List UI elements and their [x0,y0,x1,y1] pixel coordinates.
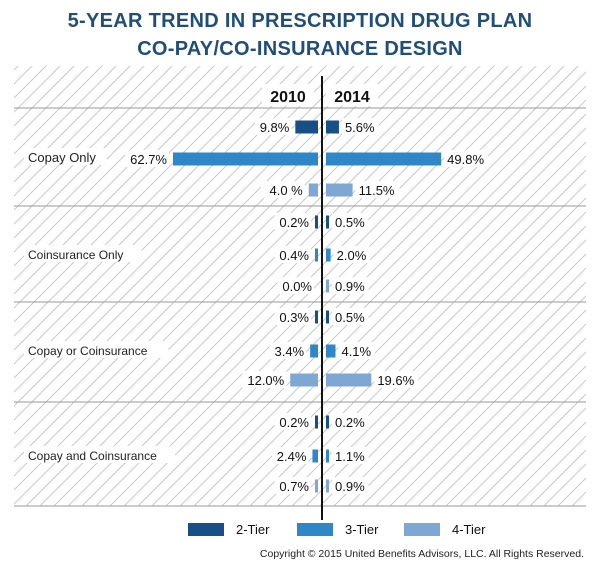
value-label-2010: 0.3% [279,310,309,325]
value-label-2010: 3.4% [274,344,304,359]
value-label-2014: 0.9% [335,479,365,494]
value-label-plate [277,277,314,294]
bar-2014-4-tier [326,479,329,493]
bar-2010-2-tier [295,120,318,134]
value-label-plate [332,277,369,294]
value-label-2014: 2.0% [337,248,367,263]
legend-swatch-3-tier [297,523,333,536]
value-label-plate [444,150,489,167]
value-label-2010: 12.0% [247,373,284,388]
value-label-plate [272,447,309,464]
group-label: Copay or Coinsurance [28,344,148,358]
value-label-2014: 19.6% [377,373,414,388]
legend-label: 2-Tier [236,522,270,537]
copyright-notice: Copyright © 2015 United Benefits Advisor… [259,548,584,560]
value-label-plate [338,342,375,359]
bar-2010-2-tier [315,310,318,324]
legend-label: 4-Tier [452,522,486,537]
bar-2014-2-tier [326,120,339,134]
value-label-plate [341,118,379,135]
value-label-2010: 0.4% [279,248,309,263]
group-label-plate [24,341,169,358]
header-2010-plate [262,84,314,106]
value-label-2010: 4.0 % [269,183,303,198]
value-label-2014: 0.9% [335,279,365,294]
value-label-plate [260,181,305,198]
value-label-plate [374,371,419,388]
chart-title-line-1: 5-YEAR TREND IN PRESCRIPTION DRUG PLAN [67,10,533,32]
value-label-plate [269,342,307,359]
bar-2010-4-tier [308,183,318,197]
bar-2014-3-tier [326,152,442,166]
bar-2010-3-tier [315,248,318,262]
value-label-plate [125,150,169,167]
legend-swatch-2-tier [188,523,224,536]
value-label-2014: 1.1% [335,449,365,464]
bar-2010-2-tier [315,415,318,429]
legend-label: 3-Tier [345,522,379,537]
bar-2014-2-tier [326,215,329,229]
header-2010: 2010 [270,89,306,106]
header-2014: 2014 [334,89,370,106]
value-label-plate [332,477,369,494]
bar-2010-3-tier [312,449,318,463]
header-2014-plate [326,84,378,106]
value-label-2010: 2.4% [277,449,307,464]
bar-2014-4-tier [326,373,372,387]
group-label-plate [24,446,176,463]
value-label-plate [332,447,369,464]
group-label-plate [24,148,107,165]
value-label-2014: 5.6% [345,120,375,135]
value-label-2014: 49.8% [447,152,484,167]
group-label: Coinsurance Only [28,248,123,262]
group-label: Copay and Coinsurance [28,449,157,463]
value-label-2014: 11.5% [359,183,395,198]
value-label-2014: 0.5% [335,310,365,325]
bar-2010-4-tier [290,373,318,387]
value-label-plate [274,308,311,325]
value-label-plate [274,213,311,230]
bar-2010-3-tier [173,152,318,166]
value-label-2014: 0.2% [335,415,365,430]
value-label-plate [332,413,369,430]
value-label-2010: 0.7% [279,479,309,494]
bar-2010-4-tier [315,479,318,493]
value-label-2010: 0.2% [279,215,309,230]
value-label-plate [274,246,311,263]
value-label-2010: 0.2% [279,415,309,430]
value-label-plate [333,246,371,263]
value-label-2014: 4.1% [341,344,371,359]
value-label-2010: 0.0% [282,279,312,294]
value-label-plate [274,477,311,494]
bar-2014-4-tier [326,279,329,293]
value-label-plate [254,118,292,135]
bar-2014-3-tier [326,344,336,358]
group-label-plate [24,245,142,262]
bar-2014-3-tier [326,449,329,463]
bar-2014-2-tier [326,310,329,324]
value-label-plate [332,213,369,230]
legend-swatch-4-tier [404,523,440,536]
bar-2014-2-tier [326,415,329,429]
value-label-plate [274,413,311,430]
value-label-2010: 9.8% [260,120,290,135]
value-label-plate [332,308,369,325]
value-label-2010: 62.7% [130,152,167,167]
value-label-plate [242,371,287,388]
bar-2014-3-tier [326,248,331,262]
bar-2010-2-tier [315,215,318,229]
group-label: Copay Only [28,150,96,165]
bar-2014-4-tier [326,183,353,197]
value-label-2014: 0.5% [335,215,365,230]
chart-title-line-2: CO-PAY/CO-INSURANCE DESIGN [137,38,463,60]
value-label-plate [355,181,400,198]
bar-2010-3-tier [310,344,318,358]
